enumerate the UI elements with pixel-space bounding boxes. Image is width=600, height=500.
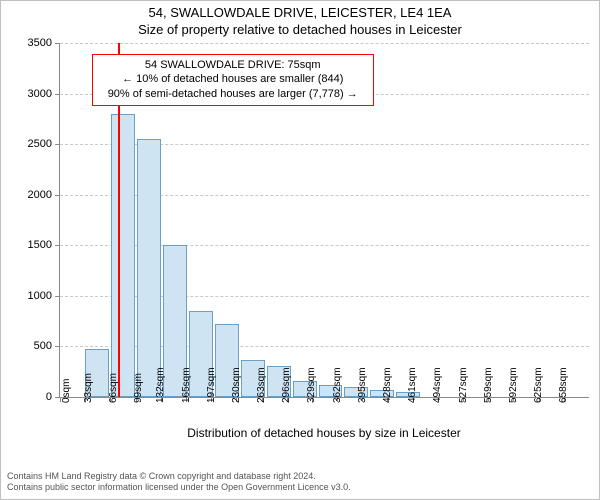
x-tick-label: 428sqm bbox=[382, 367, 393, 403]
y-tick-mark bbox=[55, 346, 60, 347]
x-tick-label: 0sqm bbox=[60, 378, 71, 402]
info-box: 54 SWALLOWDALE DRIVE: 75sqm ← 10% of det… bbox=[92, 54, 374, 107]
plot-area: 0500100015002000250030003500 0sqm33sqm66… bbox=[59, 43, 589, 398]
y-tick-mark bbox=[55, 296, 60, 297]
y-tick-label: 500 bbox=[34, 340, 52, 352]
x-tick-label: 132sqm bbox=[156, 367, 167, 403]
y-tick-mark bbox=[55, 43, 60, 44]
titles: 54, SWALLOWDALE DRIVE, LEICESTER, LE4 1E… bbox=[1, 1, 599, 37]
x-tick-label: 33sqm bbox=[83, 373, 94, 403]
x-tick-label: 494sqm bbox=[433, 367, 444, 403]
y-tick-label: 0 bbox=[46, 391, 52, 403]
x-axis-label: Distribution of detached houses by size … bbox=[59, 426, 589, 440]
x-tick-label: 230sqm bbox=[231, 367, 242, 403]
x-tick-label: 559sqm bbox=[483, 367, 494, 403]
info-line-2: ← 10% of detached houses are smaller (84… bbox=[99, 72, 367, 87]
y-tick-label: 2000 bbox=[28, 189, 52, 201]
footer: Contains HM Land Registry data © Crown c… bbox=[1, 468, 599, 499]
info-line-3: 90% of semi-detached houses are larger (… bbox=[99, 87, 367, 102]
x-tick-label: 197sqm bbox=[206, 367, 217, 403]
info-line-1: 54 SWALLOWDALE DRIVE: 75sqm bbox=[99, 58, 367, 73]
y-tick-label: 3000 bbox=[28, 88, 52, 100]
chart-area: Number of detached properties 0500100015… bbox=[59, 43, 589, 398]
y-tick-label: 2500 bbox=[28, 138, 52, 150]
x-tick-label: 99sqm bbox=[133, 373, 144, 403]
x-tick-label: 625sqm bbox=[533, 367, 544, 403]
y-tick-mark bbox=[55, 94, 60, 95]
bar bbox=[137, 139, 161, 397]
x-tick-label: 165sqm bbox=[181, 367, 192, 403]
x-tick-label: 296sqm bbox=[281, 367, 292, 403]
y-tick-mark bbox=[55, 144, 60, 145]
y-tick-label: 3500 bbox=[28, 37, 52, 49]
x-tick-label: 592sqm bbox=[508, 367, 519, 403]
x-tick-label: 362sqm bbox=[332, 367, 343, 403]
page: 54, SWALLOWDALE DRIVE, LEICESTER, LE4 1E… bbox=[0, 0, 600, 500]
footer-line-1: Contains HM Land Registry data © Crown c… bbox=[7, 471, 593, 483]
footer-line-2: Contains public sector information licen… bbox=[7, 482, 593, 494]
bar bbox=[111, 114, 135, 397]
x-tick-label: 395sqm bbox=[357, 367, 368, 403]
x-tick-label: 263sqm bbox=[256, 367, 267, 403]
page-subtitle: Size of property relative to detached ho… bbox=[1, 22, 599, 37]
x-tick-label: 658sqm bbox=[559, 367, 570, 403]
x-tick-label: 527sqm bbox=[458, 367, 469, 403]
y-tick-label: 1500 bbox=[28, 239, 52, 251]
x-tick-label: 461sqm bbox=[407, 367, 418, 403]
y-tick-mark bbox=[55, 195, 60, 196]
y-tick-label: 1000 bbox=[28, 290, 52, 302]
x-tick-label: 329sqm bbox=[307, 367, 318, 403]
page-title: 54, SWALLOWDALE DRIVE, LEICESTER, LE4 1E… bbox=[1, 5, 599, 20]
y-tick-mark bbox=[55, 245, 60, 246]
